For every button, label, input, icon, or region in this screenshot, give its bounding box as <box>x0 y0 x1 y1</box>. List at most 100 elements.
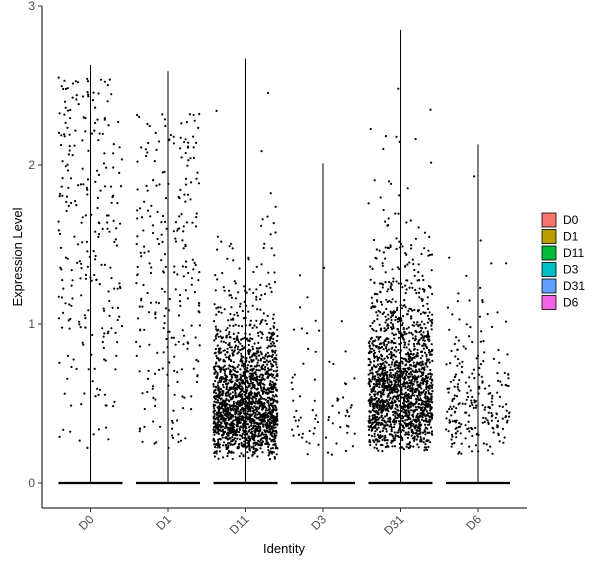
data-point <box>214 337 218 340</box>
legend-swatch-D6 <box>541 295 557 310</box>
data-point <box>233 384 236 387</box>
data-point <box>226 431 229 434</box>
data-point <box>481 381 484 384</box>
data-point <box>259 395 262 398</box>
data-point <box>276 335 279 338</box>
data-point <box>417 423 420 426</box>
data-point <box>217 432 220 435</box>
data-point <box>246 423 249 426</box>
data-point <box>429 405 432 408</box>
data-point <box>417 385 420 388</box>
data-point <box>230 422 233 426</box>
data-point <box>250 382 253 385</box>
data-point <box>161 113 164 116</box>
data-point <box>385 427 388 431</box>
data-point <box>236 314 239 317</box>
data-point <box>382 377 386 380</box>
data-point <box>214 423 217 426</box>
data-point <box>237 340 240 344</box>
data-point <box>492 427 495 430</box>
data-point <box>495 412 498 415</box>
data-point <box>237 331 240 335</box>
data-point <box>240 381 243 384</box>
data-point <box>293 415 296 419</box>
data-point <box>375 257 378 260</box>
data-point <box>239 376 242 379</box>
data-point <box>246 451 249 454</box>
data-point <box>374 397 377 400</box>
data-point <box>427 334 430 337</box>
data-point <box>259 373 262 376</box>
data-point <box>407 393 410 396</box>
data-point <box>268 374 271 377</box>
data-point <box>174 221 178 224</box>
data-point <box>421 401 424 404</box>
data-point <box>426 440 429 443</box>
data-point <box>248 356 252 359</box>
data-point <box>103 263 106 266</box>
data-point <box>256 423 259 426</box>
data-point <box>396 408 399 411</box>
data-point <box>213 412 216 415</box>
data-point <box>75 204 78 207</box>
data-point <box>414 138 417 141</box>
data-point <box>457 339 460 342</box>
data-point <box>387 445 390 448</box>
data-point <box>182 343 185 346</box>
data-point <box>224 403 227 406</box>
legend-label-D1: D1 <box>563 230 579 244</box>
data-point <box>226 454 229 458</box>
data-point <box>373 385 376 388</box>
data-point <box>158 368 161 371</box>
data-point <box>232 337 236 340</box>
data-point <box>484 406 487 409</box>
data-point <box>394 407 397 410</box>
data-point <box>367 341 370 344</box>
data-point <box>419 440 422 443</box>
data-point <box>380 300 383 303</box>
data-point <box>234 376 237 379</box>
data-point <box>171 436 174 439</box>
data-point <box>151 385 155 388</box>
data-point <box>256 413 259 416</box>
data-point <box>372 349 376 352</box>
data-point <box>113 287 116 290</box>
data-point <box>246 401 249 404</box>
data-point <box>216 446 219 449</box>
data-point <box>413 339 416 342</box>
data-point <box>504 416 507 419</box>
data-point <box>378 323 381 326</box>
data-point <box>390 318 393 322</box>
data-point <box>68 133 71 136</box>
data-point <box>218 420 221 423</box>
data-point <box>230 375 233 378</box>
data-point <box>474 444 477 447</box>
data-point <box>231 247 234 250</box>
data-point <box>253 429 256 432</box>
data-point <box>426 330 429 333</box>
data-point <box>232 361 235 364</box>
data-point <box>395 280 398 283</box>
data-point <box>90 279 93 282</box>
data-point <box>259 429 262 432</box>
data-point <box>215 354 218 357</box>
data-point <box>491 325 494 329</box>
data-point <box>229 312 232 316</box>
data-point <box>186 297 189 300</box>
data-point <box>271 349 274 352</box>
data-point <box>386 375 389 378</box>
data-point <box>255 347 258 350</box>
data-point <box>373 360 376 363</box>
data-point <box>221 383 225 386</box>
data-point <box>269 399 272 402</box>
data-point <box>273 384 276 387</box>
data-point <box>378 400 381 403</box>
data-point <box>262 414 265 417</box>
data-point <box>168 330 171 333</box>
data-point <box>395 350 398 353</box>
data-point <box>371 321 374 324</box>
data-point <box>405 414 408 417</box>
data-point <box>431 359 434 362</box>
data-point <box>154 311 157 314</box>
data-point <box>410 352 413 355</box>
